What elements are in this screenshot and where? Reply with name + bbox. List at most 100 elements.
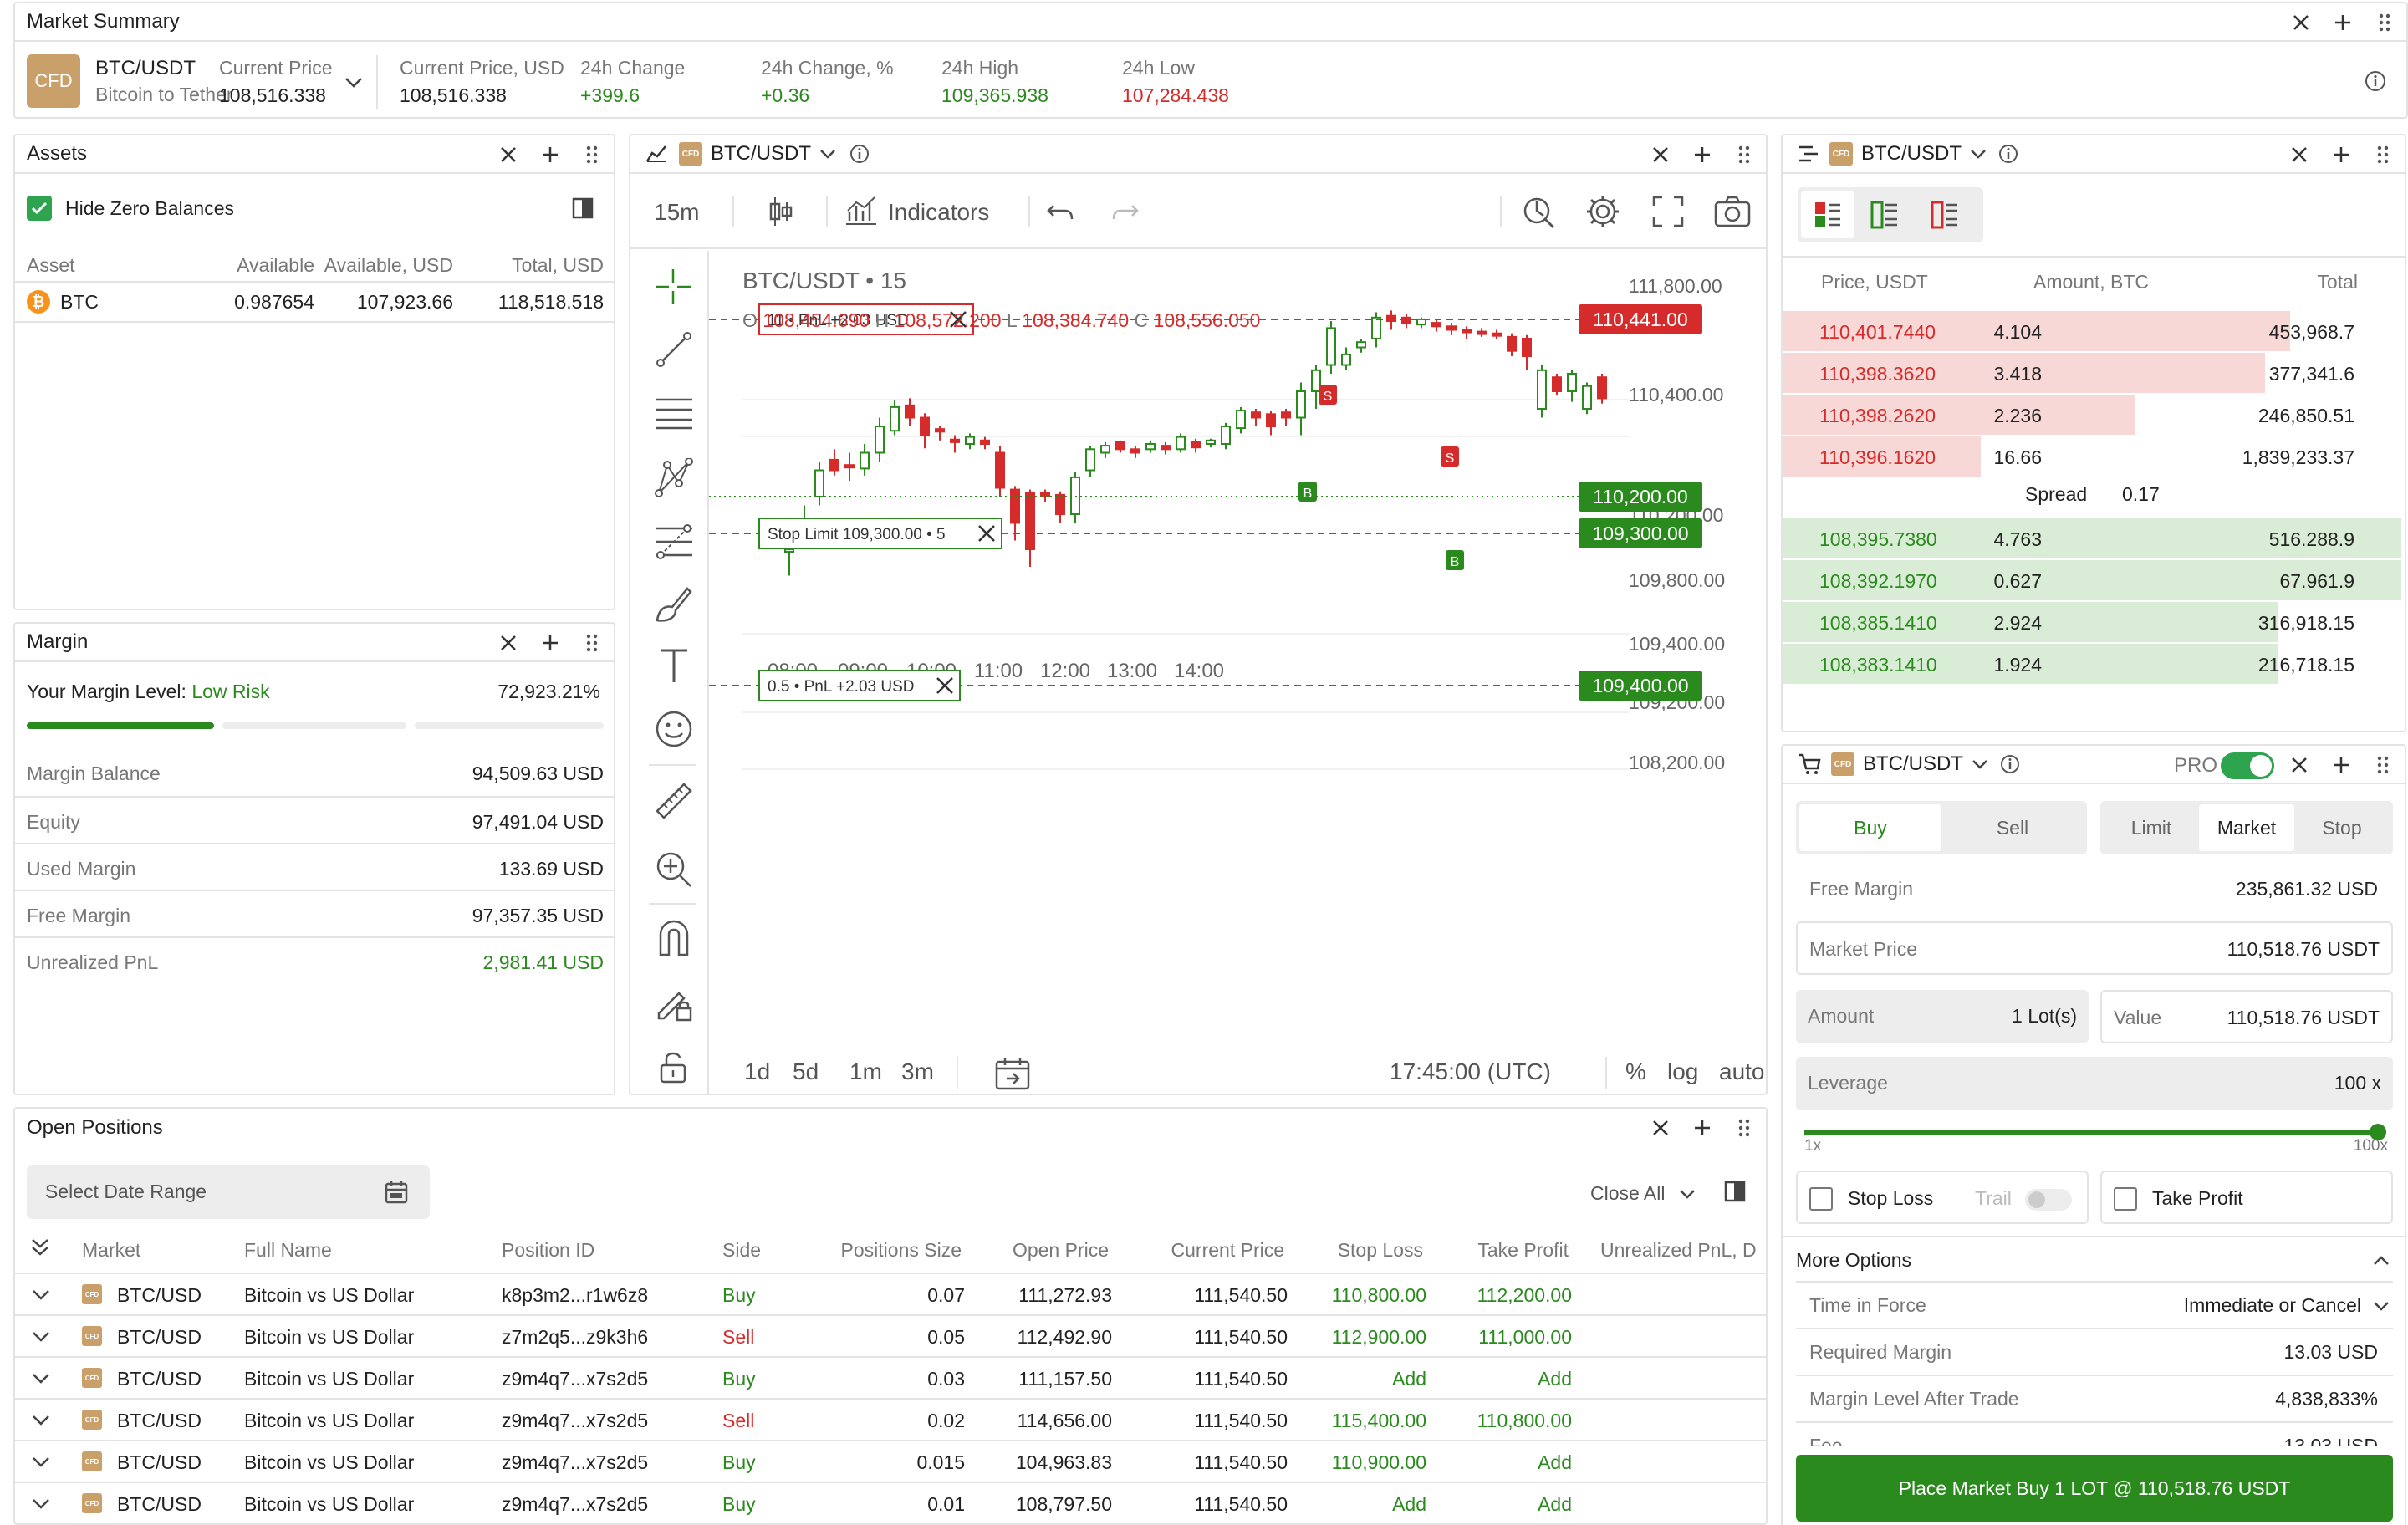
chevron-up-icon[interactable] [2373, 1256, 2390, 1266]
info-icon[interactable] [1998, 144, 2018, 164]
leverage-field[interactable]: Leverage 100 x [1796, 1057, 2393, 1110]
column-header[interactable]: Current Price [1171, 1239, 1284, 1261]
chevron-down-icon[interactable] [2373, 1301, 2390, 1311]
slider-thumb[interactable] [2370, 1124, 2386, 1140]
pro-toggle[interactable] [2221, 752, 2274, 779]
cell-sl[interactable]: 115,400.00 [1331, 1410, 1426, 1431]
add-icon[interactable] [2328, 8, 2358, 38]
range-1m[interactable]: 1m [849, 1058, 882, 1084]
sell-marker[interactable]: S [1319, 385, 1337, 405]
cell-sl[interactable]: Add [1392, 1368, 1426, 1390]
chevron-down-icon[interactable] [1972, 759, 1988, 769]
candles-icon[interactable] [768, 196, 794, 227]
chevron-down-icon[interactable] [1970, 149, 1987, 159]
close-icon[interactable] [1645, 140, 1676, 170]
range-1d[interactable]: 1d [744, 1058, 771, 1084]
redo-icon[interactable] [1110, 202, 1139, 222]
view-bids-icon[interactable] [1854, 191, 1915, 238]
add-icon[interactable] [2326, 140, 2356, 170]
order-label-box[interactable] [758, 518, 1002, 549]
drag-handle-icon[interactable] [2368, 750, 2398, 780]
fibonacci-icon[interactable] [654, 522, 694, 562]
columns-icon[interactable] [1724, 1181, 1746, 1202]
chevron-down-icon[interactable] [32, 1331, 50, 1343]
chevron-down-icon[interactable] [32, 1415, 50, 1426]
symbol-selector[interactable]: CFD BTC/USDT Bitcoin to Tether [27, 54, 370, 109]
buy-tab[interactable]: Buy [1799, 804, 1941, 851]
date-range-icon[interactable] [995, 1057, 1030, 1090]
place-order-button[interactable]: Place Market Buy 1 LOT @ 110,518.76 USDT [1796, 1455, 2393, 1522]
value-field[interactable]: Value 110,518.76 USDT [2100, 990, 2393, 1043]
info-icon[interactable] [849, 144, 870, 164]
collapse-all-icon[interactable] [30, 1237, 50, 1257]
drag-handle-icon[interactable] [1729, 1113, 1759, 1143]
stop-tab[interactable]: Stop [2322, 816, 2362, 839]
camera-icon[interactable] [1714, 196, 1751, 227]
amount-field[interactable]: Amount 1 Lot(s) [1796, 990, 2089, 1043]
date-range-picker[interactable]: Select Date Range [27, 1165, 430, 1219]
cell-sl[interactable]: Add [1392, 1493, 1426, 1515]
column-header[interactable]: Unrealized PnL, D [1600, 1239, 1757, 1261]
buy-marker[interactable]: B [1298, 482, 1317, 502]
drag-handle-icon[interactable] [577, 628, 607, 658]
table-row[interactable]: CFD BTC/USD Bitcoin vs US Dollar z9m4q7...x… [15, 1483, 1766, 1523]
table-row[interactable]: CFD BTC/USD Bitcoin vs US Dollar z7m2q5...z… [15, 1316, 1766, 1358]
close-icon[interactable] [2284, 750, 2314, 780]
column-header[interactable]: Side [722, 1239, 762, 1261]
add-icon[interactable] [2326, 750, 2356, 780]
sell-marker[interactable]: S [1441, 446, 1459, 467]
drag-handle-icon[interactable] [1729, 140, 1759, 170]
magnet-icon[interactable] [656, 918, 692, 958]
view-both-icon[interactable] [1801, 191, 1854, 238]
column-header[interactable]: Position ID [502, 1239, 595, 1261]
table-row[interactable]: ₿ BTC 0.987654 107,923.66 118,518.518 [15, 281, 614, 323]
price-chart[interactable]: 111,800.00 110,400.00 110,200.00 109,800.00… [709, 251, 1768, 978]
horizontal-lines-icon[interactable] [654, 396, 694, 430]
table-row[interactable]: CFD BTC/USD Bitcoin vs US Dollar z9m4q7...x… [15, 1358, 1766, 1400]
pattern-icon[interactable] [654, 458, 694, 498]
cell-tp[interactable]: 110,800.00 [1477, 1410, 1572, 1431]
drag-handle-icon[interactable] [577, 140, 607, 170]
close-icon[interactable] [2284, 140, 2314, 170]
trade-symbol[interactable]: BTC/USDT [1863, 752, 1963, 775]
order-label-box[interactable] [758, 303, 974, 335]
trend-line-icon[interactable] [656, 331, 692, 368]
chevron-down-icon[interactable] [32, 1456, 50, 1468]
cell-tp[interactable]: 111,000.00 [1478, 1326, 1572, 1348]
add-icon[interactable] [1687, 140, 1717, 170]
cell-tp[interactable]: Add [1538, 1451, 1572, 1473]
add-icon[interactable] [535, 140, 565, 170]
tif-select[interactable]: Immediate or Cancel [2183, 1294, 2361, 1316]
drag-handle-icon[interactable] [2368, 140, 2398, 170]
ask-row[interactable]: 110,398.3620 3.418 377,341.6 [1783, 353, 2401, 395]
order-label-box[interactable] [758, 670, 961, 701]
limit-tab[interactable]: Limit [2130, 816, 2172, 839]
alert-icon[interactable] [1522, 194, 1555, 229]
percent-toggle[interactable]: % [1625, 1058, 1646, 1084]
table-row[interactable]: CFD BTC/USD Bitcoin vs US Dollar z9m4q7...x… [15, 1441, 1766, 1483]
table-row[interactable]: CFD BTC/USD Bitcoin vs US Dollar z9m4q7...x… [15, 1400, 1766, 1441]
emoji-icon[interactable] [654, 709, 694, 749]
buy-marker[interactable]: B [1446, 550, 1464, 570]
add-icon[interactable] [535, 628, 565, 658]
bid-row[interactable]: 108,385.1410 2.924 316,918.15 [1783, 602, 2401, 644]
ruler-icon[interactable] [654, 781, 694, 821]
close-icon[interactable] [493, 628, 523, 658]
market-tab[interactable]: Market [2199, 804, 2294, 851]
bid-row[interactable]: 108,392.1970 0.627 67.961.9 [1783, 560, 2401, 602]
close-icon[interactable] [2286, 8, 2316, 38]
cell-tp[interactable]: 112,200.00 [1477, 1284, 1572, 1306]
trail-toggle[interactable] [2025, 1189, 2072, 1211]
table-row[interactable]: CFD BTC/USD Bitcoin vs US Dollar k8p3m2...r… [15, 1274, 1766, 1316]
column-header[interactable]: Stop Loss [1337, 1239, 1423, 1261]
chart-symbol[interactable]: BTC/USDT [711, 142, 811, 165]
columns-icon[interactable] [572, 197, 594, 224]
hide-zero-checkbox[interactable]: Hide Zero Balances [27, 196, 234, 221]
more-options-toggle[interactable]: More Options [1796, 1249, 1912, 1271]
chevron-down-icon[interactable] [32, 1289, 50, 1301]
ask-row[interactable]: 110,396.1620 16.66 1,839,233.37 [1783, 436, 2401, 478]
text-icon[interactable] [657, 647, 691, 684]
chevron-down-icon[interactable] [1679, 1189, 1696, 1199]
take-profit-checkbox[interactable] [2114, 1187, 2137, 1211]
lock-drawing-icon[interactable] [654, 983, 694, 1023]
